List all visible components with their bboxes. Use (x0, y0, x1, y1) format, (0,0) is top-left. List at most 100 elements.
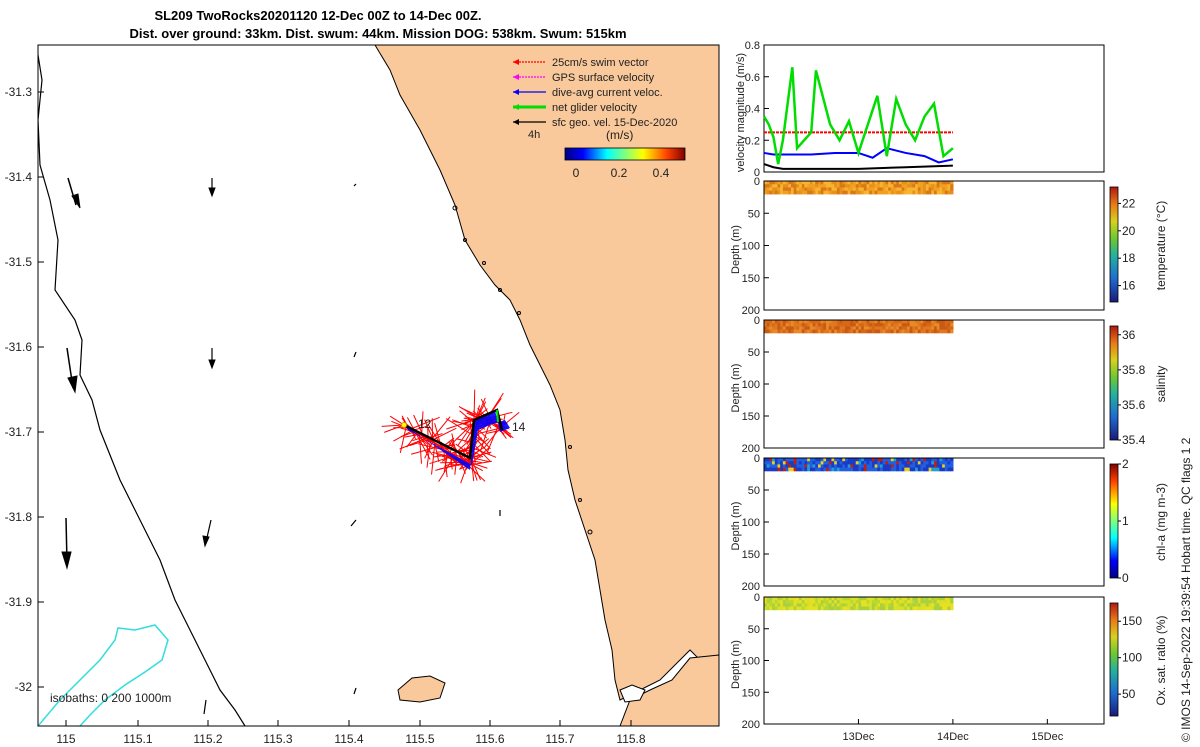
heatmap-cell (769, 320, 773, 324)
heatmap-cell (912, 184, 916, 188)
heatmap-cell (774, 326, 779, 331)
velocity-series-line (762, 67, 954, 165)
heatmap-cell (777, 461, 781, 465)
swim-vector (421, 435, 440, 447)
heatmap-cell (888, 467, 892, 472)
depth-y-tick-label: 200 (742, 581, 760, 593)
heatmap-cell (880, 181, 884, 185)
heatmap-cell (866, 323, 870, 327)
heatmap-cell (847, 603, 851, 608)
heatmap-cell (772, 467, 776, 472)
heatmap-cell (871, 329, 876, 334)
heatmap-cell (809, 329, 814, 334)
heatmap-cell (764, 461, 768, 465)
heatmap-cell (939, 603, 943, 608)
heatmap-cell (826, 458, 830, 462)
heatmap-cell (831, 467, 835, 472)
heatmap-cell (815, 323, 819, 327)
heatmap-cell (915, 329, 919, 334)
heatmap-cell (777, 329, 781, 334)
heatmap-cell (847, 461, 851, 465)
heatmap-cell (855, 187, 860, 192)
heatmap-cell (920, 329, 924, 334)
depth-y-tick-label: 100 (742, 241, 760, 253)
heatmap-cell (909, 187, 914, 192)
heatmap-cell (826, 187, 830, 192)
velocity-y-tick-label: 0.6 (745, 72, 760, 84)
heatmap-cell (944, 329, 949, 334)
heatmap-cell (917, 458, 922, 462)
heatmap-cell (909, 184, 914, 188)
heatmap-cell (826, 464, 830, 469)
heatmap-cell (866, 597, 870, 601)
heatmap-cell (928, 329, 932, 334)
heatmap-cell (799, 326, 803, 331)
heatmap-cell (807, 606, 811, 611)
heatmap-cell (888, 603, 892, 608)
depth-y-label: Depth (m) (730, 225, 742, 274)
imos-credit: © IMOS 14-Sep-2022 19:39:54 Hobart time.… (1179, 437, 1193, 742)
heatmap-cell (788, 326, 792, 331)
heatmap-cell (896, 329, 900, 334)
map-day-label-14: 14 (512, 420, 526, 434)
heatmap-cell (809, 190, 814, 195)
heatmap-cell (799, 464, 803, 469)
heatmap-cell (858, 606, 862, 611)
heatmap-cell (907, 467, 911, 472)
heatmap-cell (834, 603, 838, 608)
heatmap-cell (909, 606, 914, 611)
heatmap-cell (898, 190, 903, 195)
heatmap-cell (944, 326, 949, 331)
heatmap-cell (847, 606, 851, 611)
heatmap-cell (934, 190, 938, 195)
heatmap-cell (834, 461, 838, 465)
heatmap-cell (777, 606, 781, 611)
heatmap-cell (817, 323, 822, 327)
heatmap-cell (853, 597, 857, 601)
heatmap-cell (923, 181, 927, 185)
heatmap-cell (817, 597, 822, 601)
heatmap-cell (785, 467, 789, 472)
heatmap-cell (855, 600, 860, 604)
heatmap-cell (869, 181, 873, 185)
heatmap-cell (863, 184, 868, 188)
heatmap-cell (874, 320, 878, 324)
heatmap-cell (847, 600, 851, 604)
heatmap-cell (888, 187, 892, 192)
heatmap-cell (861, 464, 865, 469)
heatmap-cell (820, 187, 824, 192)
heatmap-cell (934, 326, 938, 331)
heatmap-cell (950, 597, 954, 601)
heatmap-cell (815, 329, 819, 334)
heatmap-cell (877, 190, 881, 195)
heatmap-cell (934, 464, 938, 469)
heatmap-cell (815, 464, 819, 469)
heatmap-cell (815, 467, 819, 472)
heatmap-cell (923, 320, 927, 324)
heatmap-cell (809, 326, 814, 331)
heatmap-cell (917, 184, 922, 188)
heatmap-cell (931, 600, 935, 604)
heatmap-cell (801, 184, 806, 188)
heatmap-cell (780, 461, 784, 465)
heatmap-cell (844, 184, 849, 188)
heatmap-cell (858, 329, 862, 334)
heatmap-cell (801, 323, 806, 327)
heatmap-cell (858, 458, 862, 462)
heatmap-cell (912, 606, 916, 611)
heatmap-cell (831, 603, 835, 608)
heatmap-cell (769, 600, 773, 604)
heatmap-cell (920, 603, 924, 608)
heatmap-cell (836, 323, 841, 327)
heatmap-cell (823, 603, 827, 608)
heatmap-cell (909, 467, 914, 472)
heatmap-cell (893, 458, 897, 462)
heatmap-cell (944, 190, 949, 195)
heatmap-cell (904, 181, 908, 185)
heatmap-cell (944, 464, 949, 469)
heatmap-cell (925, 184, 930, 188)
heatmap-cell (817, 461, 822, 465)
heatmap-cell (863, 464, 868, 469)
heatmap-cell (801, 467, 806, 472)
heatmap-cell (774, 320, 779, 324)
